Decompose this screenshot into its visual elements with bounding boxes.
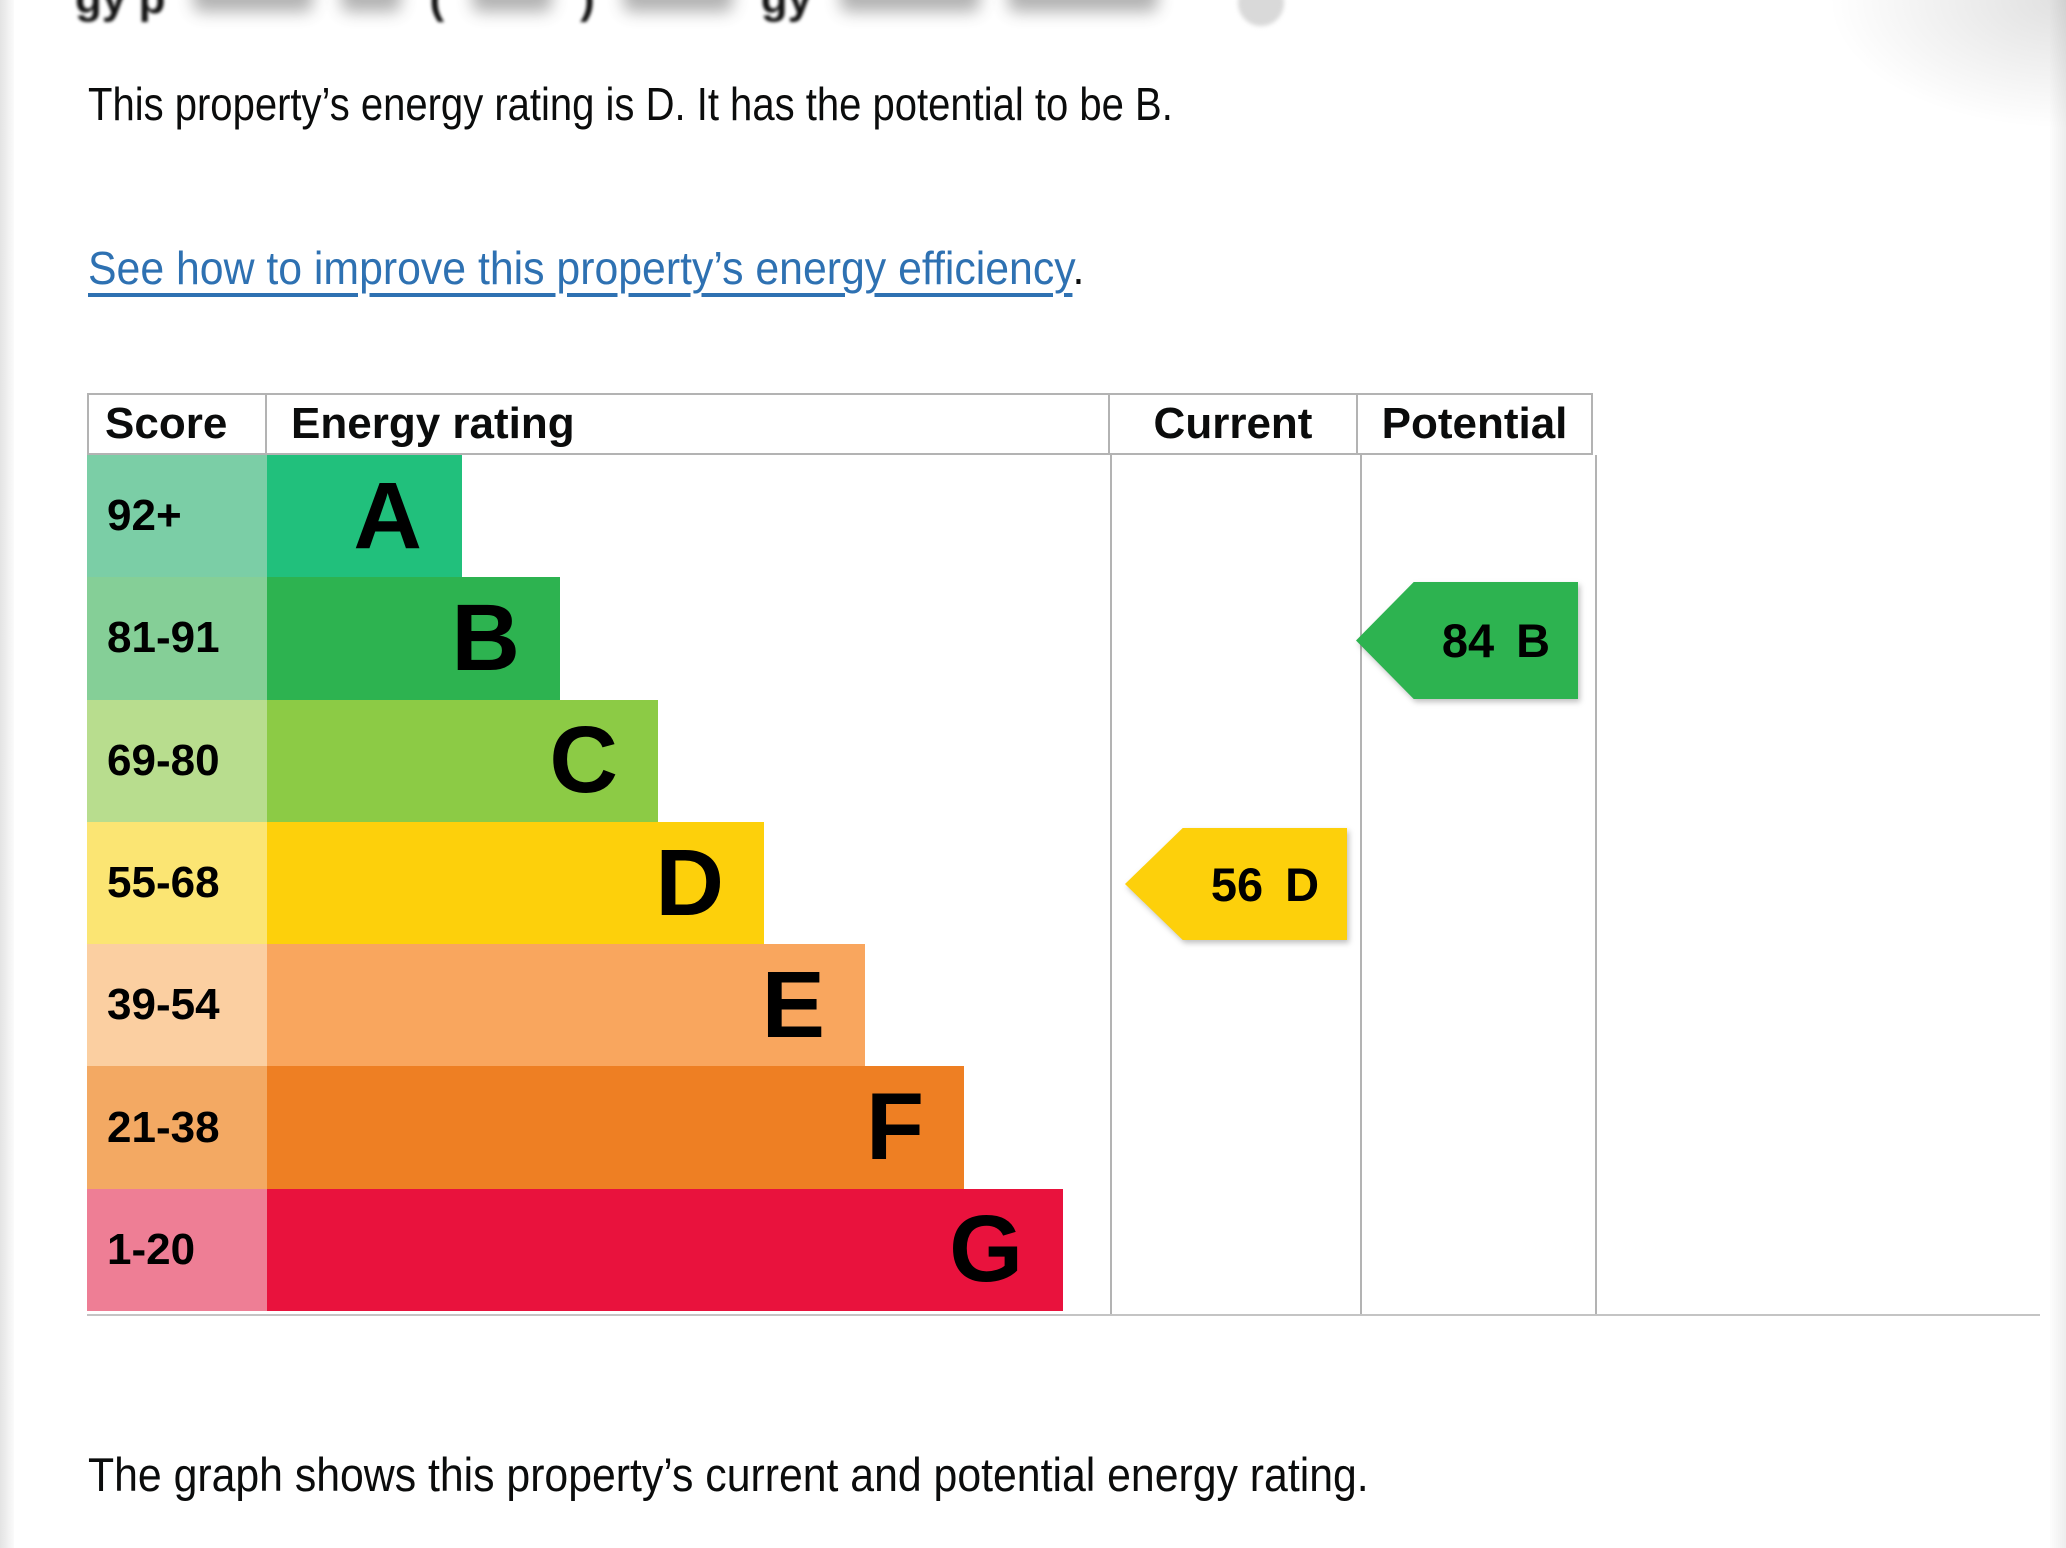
header-cell-current: Current	[1108, 393, 1358, 455]
band-row-f: 21-38 F	[87, 1066, 1597, 1189]
epc-table-header: Score Energy rating Current Potential	[87, 393, 1593, 455]
epc-table-body: 92+ A 81-91 B 69-80 C 55-68 D 39-54 E 21…	[87, 455, 1597, 1312]
table-right-border	[1595, 455, 1597, 1316]
band-row-b: 81-91 B	[87, 577, 1597, 700]
top-right-corner-shade	[1826, 0, 2066, 130]
heading-fragment: gy p	[75, 0, 165, 24]
blurred-text-bar	[472, 0, 553, 12]
rating-bar: G	[267, 1188, 1063, 1312]
footer-paragraph: The graph shows this property’s current …	[88, 1448, 1369, 1501]
blurred-text-bar	[622, 0, 733, 12]
rating-bar: A	[267, 455, 462, 578]
improve-link[interactable]: See how to improve this property’s energ…	[88, 242, 1073, 294]
rating-bar: E	[267, 944, 865, 1067]
intro-paragraph: This property’s energy rating is D. It h…	[88, 78, 1173, 130]
potential-band-letter: B	[1516, 614, 1551, 667]
header-cell-energy-rating: Energy rating	[265, 393, 1110, 455]
band-row-a: 92+ A	[87, 455, 1597, 578]
heading-fragment: gy	[761, 0, 812, 24]
score-cell: 21-38	[87, 1066, 267, 1189]
potential-rating-marker: 84 B	[1356, 582, 1578, 699]
left-arrow-tag-icon: 84 B	[1356, 582, 1578, 699]
left-page-edge	[0, 0, 14, 1548]
link-period: .	[1072, 242, 1085, 294]
table-bottom-border	[87, 1314, 2040, 1316]
column-divider	[1360, 455, 1362, 1316]
band-row-g: 1-20 G	[87, 1188, 1597, 1312]
blurred-text-bar	[341, 0, 402, 12]
score-cell: 92+	[87, 455, 267, 578]
score-cell: 55-68	[87, 821, 267, 945]
rating-bar: D	[267, 821, 764, 945]
current-band-letter: D	[1285, 857, 1320, 911]
band-row-c: 69-80 C	[87, 699, 1597, 822]
heading-fragment: )	[580, 0, 595, 24]
column-divider	[1110, 455, 1112, 1316]
header-cell-potential: Potential	[1356, 393, 1593, 455]
blurred-text-bar	[1008, 0, 1159, 12]
header-cell-score: Score	[87, 393, 267, 455]
score-cell: 39-54	[87, 944, 267, 1067]
potential-score-value: 84	[1441, 614, 1495, 667]
help-circle-icon	[1238, 0, 1284, 26]
band-row-e: 39-54 E	[87, 944, 1597, 1067]
heading-fragment: (	[429, 0, 444, 24]
rating-bar: B	[267, 577, 560, 700]
blurred-text-bar	[193, 0, 314, 12]
right-page-edge	[2050, 0, 2066, 1548]
left-arrow-tag-icon: 56 D	[1125, 828, 1347, 940]
blurred-text-bar	[840, 0, 981, 12]
rating-bar: C	[267, 699, 658, 822]
current-score-value: 56	[1210, 857, 1264, 911]
current-rating-marker: 56 D	[1125, 828, 1347, 940]
rating-bar: F	[267, 1066, 964, 1189]
cutoff-blurred-heading: gy p ( ) gy	[75, 0, 1159, 24]
band-row-d: 55-68 D	[87, 821, 1597, 945]
score-cell: 69-80	[87, 699, 267, 822]
score-cell: 1-20	[87, 1188, 267, 1312]
improve-link-line: See how to improve this property’s energ…	[88, 240, 1084, 296]
score-cell: 81-91	[87, 577, 267, 700]
